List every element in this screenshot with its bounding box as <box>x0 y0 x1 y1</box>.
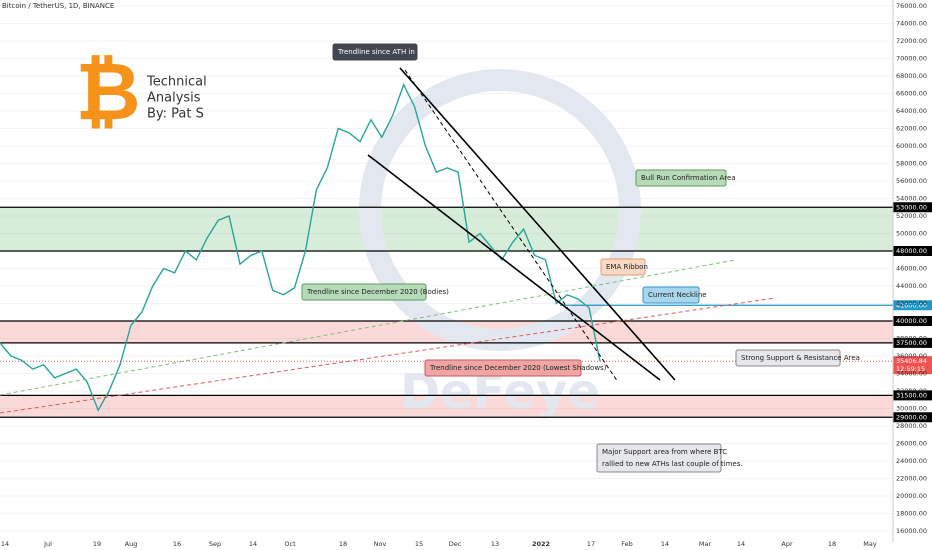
y-tick-label: 24000.00 <box>896 457 927 465</box>
annotation: Trendline since ATH in Nov. <box>337 48 432 56</box>
level-label-bg <box>893 246 932 256</box>
x-tick-label: 14 <box>661 540 669 548</box>
logo-text: By: Pat S <box>147 107 204 122</box>
y-tick-label: 66000.00 <box>896 90 927 98</box>
y-tick-label: 56000.00 <box>896 177 927 185</box>
x-tick-label: 18 <box>339 540 347 548</box>
y-tick-label: 28000.00 <box>896 422 927 430</box>
trendline <box>0 259 736 396</box>
x-tick-label: Aug <box>125 540 138 548</box>
annotation-box <box>332 43 418 61</box>
last-price: 35406.84 <box>896 357 927 365</box>
level-label-bg <box>893 412 932 423</box>
last-price-bg <box>893 356 932 375</box>
x-tick-label: 2022 <box>532 540 550 548</box>
y-tick-label: 46000.00 <box>896 265 927 273</box>
x-tick-label: May <box>863 540 877 548</box>
level-label-bg <box>893 202 932 213</box>
y-tick-label: 36000.00 <box>896 352 927 360</box>
y-tick-label: 38000.00 <box>896 335 927 343</box>
trendline <box>399 67 676 381</box>
x-tick-label: 17 <box>587 540 595 548</box>
y-tick-label: 34000.00 <box>896 370 927 378</box>
y-tick-label: 74000.00 <box>896 20 927 28</box>
trendline <box>0 297 776 414</box>
logo-text: Analysis <box>147 91 201 106</box>
level-label-bg <box>893 300 932 311</box>
level-label: 53000.00 <box>896 203 927 211</box>
y-tick-label: 68000.00 <box>896 72 927 80</box>
y-tick-label: 20000.00 <box>896 492 927 500</box>
x-tick-label: 19 <box>93 540 101 548</box>
level-label-bg <box>893 316 932 326</box>
annotation-box <box>596 443 722 473</box>
level-label: 48000.00 <box>896 247 927 255</box>
annotation-box <box>735 349 841 367</box>
x-tick-label: 15 <box>415 540 423 548</box>
annotation: Current Neckline <box>648 291 707 299</box>
y-tick-label: 62000.00 <box>896 125 927 133</box>
y-tick-label: 58000.00 <box>896 160 927 168</box>
annotation-box <box>642 286 700 304</box>
x-tick-label: 18 <box>828 540 836 548</box>
level-label: 29000.00 <box>896 413 927 421</box>
annotation: Strong Support & Resistance Area <box>741 354 860 362</box>
annotation-box <box>635 169 727 187</box>
x-tick-label: Nov <box>374 540 387 548</box>
annotation-box <box>424 359 582 377</box>
y-tick-label: 26000.00 <box>896 440 927 448</box>
level-label: 37500.00 <box>896 339 927 347</box>
y-tick-label: 64000.00 <box>896 107 927 115</box>
y-tick-label: 52000.00 <box>896 212 927 220</box>
x-tick-label: 16 <box>173 540 181 548</box>
x-tick-label: Sep <box>209 540 221 548</box>
annotation: Trendline since December 2020 (Lowest Sh… <box>429 364 607 372</box>
y-tick-label: 60000.00 <box>896 142 927 150</box>
y-tick-label: 44000.00 <box>896 282 927 290</box>
y-tick-label: 16000.00 <box>896 527 927 535</box>
level-label: 41800.00 <box>896 301 927 309</box>
countdown: 12:59:15 <box>896 365 925 373</box>
x-tick-label: Feb <box>621 540 633 548</box>
level-label: 40000.00 <box>896 317 927 325</box>
y-tick-label: 54000.00 <box>896 195 927 203</box>
zone <box>0 207 893 251</box>
x-tick-label: Oct <box>284 540 296 548</box>
y-tick-label: 30000.00 <box>896 405 927 413</box>
y-tick-label: 70000.00 <box>896 55 927 63</box>
y-tick-label: 32000.00 <box>896 387 927 395</box>
annotation: Trendline since December 2020 (Bodies) <box>306 288 449 296</box>
y-tick-label: 76000.00 <box>896 2 927 10</box>
annotation: Major Support area from where BTC <box>602 448 727 456</box>
y-tick-label: 42000.00 <box>896 300 927 308</box>
logo-text: Technical <box>146 75 207 90</box>
level-label-bg <box>893 337 932 348</box>
x-tick-label: 14 <box>249 540 257 548</box>
annotation: EMA Ribbon <box>606 263 648 271</box>
annotation-box <box>301 283 427 301</box>
symbol: Bitcoin / TetherUS, 1D, BINANCE <box>2 2 114 10</box>
x-tick-label: Apr <box>781 540 793 548</box>
trendline <box>367 154 661 381</box>
y-tick-label: 22000.00 <box>896 475 927 483</box>
x-tick-label: Jul <box>43 540 52 548</box>
y-tick-label: 72000.00 <box>896 37 927 45</box>
zone <box>0 395 893 418</box>
x-tick-label: Dec <box>449 540 462 548</box>
y-tick-label: 50000.00 <box>896 230 927 238</box>
annotation: Bull Run Confirmation Area <box>641 174 736 182</box>
watermark-logo <box>359 69 641 351</box>
x-tick-label: Mar <box>699 540 712 548</box>
annotation-box <box>600 258 646 276</box>
x-tick-label: 14 <box>737 540 745 548</box>
level-label-bg <box>893 390 932 401</box>
y-tick-label: 18000.00 <box>896 510 927 518</box>
level-label: 31500.00 <box>896 391 927 399</box>
x-tick-label: 14 <box>1 540 9 548</box>
btc-logo: ₿ <box>75 45 140 138</box>
annotation: rallied to new ATHs last couple of times… <box>602 460 743 468</box>
x-tick-label: 13 <box>491 540 499 548</box>
